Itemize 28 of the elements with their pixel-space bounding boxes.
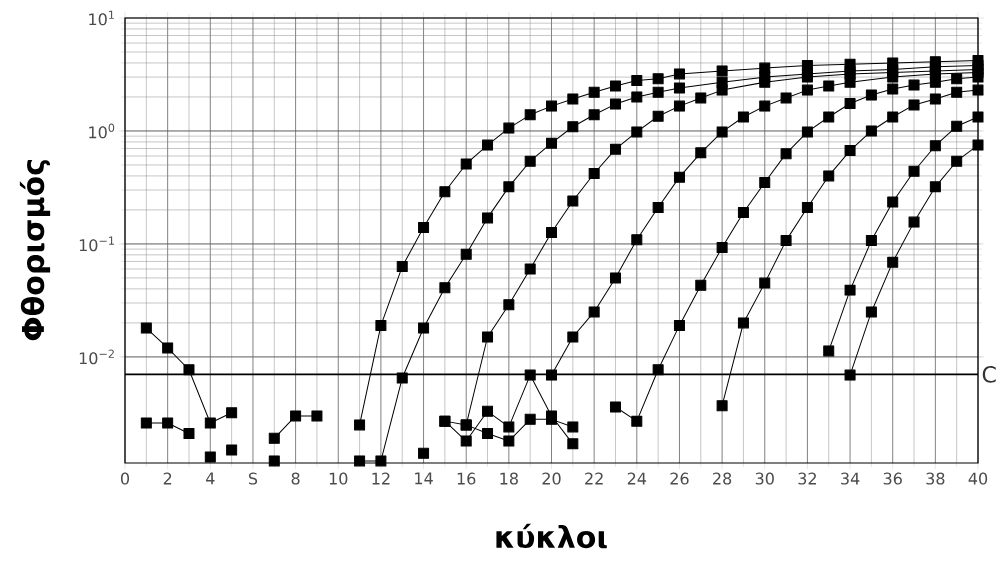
x-tick-label: 14 xyxy=(415,472,433,485)
x-tick-label: 10 xyxy=(329,472,348,485)
x-tick-label: 20 xyxy=(542,472,561,485)
x-tick-label: 2 xyxy=(163,472,172,485)
x-tick-label: 28 xyxy=(713,472,732,485)
x-axis-title: κύκλοι xyxy=(496,523,607,549)
x-tick-label: 40 xyxy=(968,472,988,485)
x-tick-label: 38 xyxy=(926,472,945,485)
x-tick-label: 18 xyxy=(500,472,518,485)
x-tick-label: 22 xyxy=(585,472,603,485)
y-axis-title: Φθορισμός xyxy=(19,160,51,341)
x-tick-label: 26 xyxy=(670,472,689,485)
x-tick-label: 34 xyxy=(841,472,860,485)
x-tick-label: 16 xyxy=(457,472,476,485)
x-tick-label: 8 xyxy=(291,472,300,485)
y-tick-label: 10$^{−1}$ xyxy=(79,236,114,252)
ref-line-label: C xyxy=(982,366,996,383)
x-tick-label: 24 xyxy=(627,472,647,485)
x-tick-label: 0 xyxy=(120,472,130,485)
x-tick-label: S xyxy=(248,472,258,485)
x-tick-label: 36 xyxy=(883,472,902,485)
x-tick-label: 4 xyxy=(206,472,215,485)
y-tick-label: 10$^{0}$ xyxy=(89,123,115,139)
y-tick-label: 10$^{1}$ xyxy=(89,10,114,26)
y-tick-label: 10$^{−2}$ xyxy=(79,349,114,365)
x-tick-label: 32 xyxy=(798,472,816,485)
x-tick-label: 30 xyxy=(755,472,774,485)
x-tick-label: 12 xyxy=(372,472,390,485)
